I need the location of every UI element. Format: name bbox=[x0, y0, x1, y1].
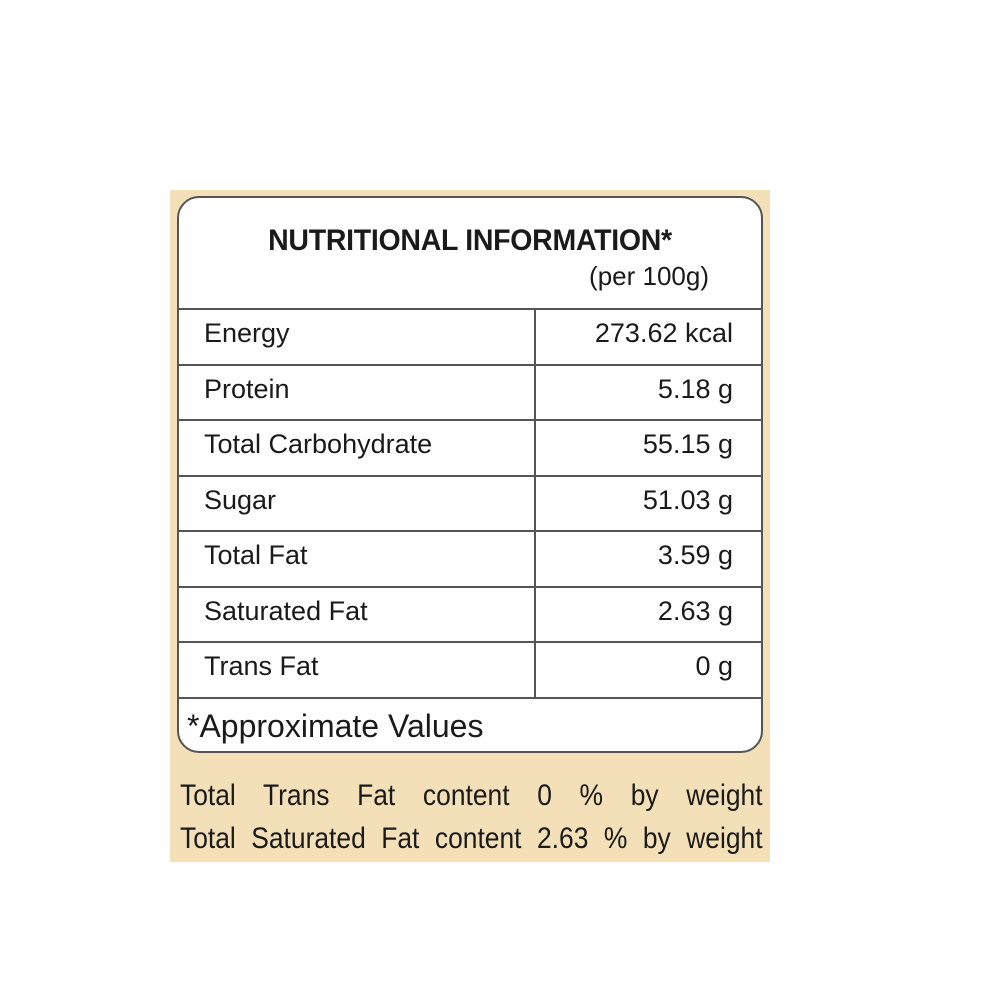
table-row: Trans Fat 0 g bbox=[179, 641, 761, 697]
nutrient-value: 2.63 g bbox=[657, 595, 733, 626]
nutrient-value: 5.18 g bbox=[657, 373, 733, 404]
nutrient-label: Sugar bbox=[204, 484, 277, 515]
nutrient-label: Total Fat bbox=[204, 540, 308, 570]
column-divider bbox=[534, 532, 536, 586]
column-divider bbox=[534, 643, 536, 697]
column-divider bbox=[534, 365, 536, 419]
column-divider bbox=[534, 587, 536, 641]
nutrient-value: 0 g bbox=[695, 651, 733, 681]
nutrient-value: 3.59 g bbox=[657, 540, 733, 570]
nutrition-rows: Energy 273.62 kcal Protein 5.18 g Total Carb… bbox=[179, 308, 761, 752]
table-row: Protein 5.18 g bbox=[179, 363, 761, 419]
footnote: *Approximate Values bbox=[187, 707, 484, 744]
nutrient-value: 273.62 kcal bbox=[594, 318, 733, 348]
column-divider bbox=[534, 310, 536, 364]
table-row: Sugar 51.03 g bbox=[179, 474, 761, 530]
nutrient-value: 55.15 g bbox=[642, 429, 733, 459]
nutrition-table-card: NUTRITIONAL INFORMATION* (per 100g) Ener… bbox=[177, 196, 763, 753]
saturated-fat-note: Total Saturated Fat content 2.63 % by we… bbox=[180, 822, 763, 855]
nutrient-label: Saturated Fat bbox=[204, 595, 368, 626]
table-row: Energy 273.62 kcal bbox=[179, 308, 761, 364]
table-row: Total Carbohydrate 55.15 g bbox=[179, 419, 761, 475]
nutrient-value: 51.03 g bbox=[642, 484, 733, 515]
nutrition-label-panel: NUTRITIONAL INFORMATION* (per 100g) Ener… bbox=[170, 190, 770, 862]
table-row: Saturated Fat 2.63 g bbox=[179, 585, 761, 641]
footnote-row: *Approximate Values bbox=[179, 696, 761, 752]
nutrient-label: Total Carbohydrate bbox=[204, 429, 433, 459]
table-title: NUTRITIONAL INFORMATION* bbox=[268, 224, 672, 257]
nutrient-label: Energy bbox=[204, 318, 290, 348]
nutrient-label: Protein bbox=[204, 373, 290, 404]
table-row: Total Fat 3.59 g bbox=[179, 530, 761, 586]
trans-fat-note: Total Trans Fat content 0 % by weight bbox=[180, 779, 763, 812]
nutrient-label: Trans Fat bbox=[204, 651, 319, 681]
fat-content-notes: Total Trans Fat content 0 % by weight To… bbox=[180, 774, 763, 860]
column-divider bbox=[534, 421, 536, 475]
column-divider bbox=[534, 476, 536, 530]
table-subtitle: (per 100g) bbox=[589, 261, 709, 291]
